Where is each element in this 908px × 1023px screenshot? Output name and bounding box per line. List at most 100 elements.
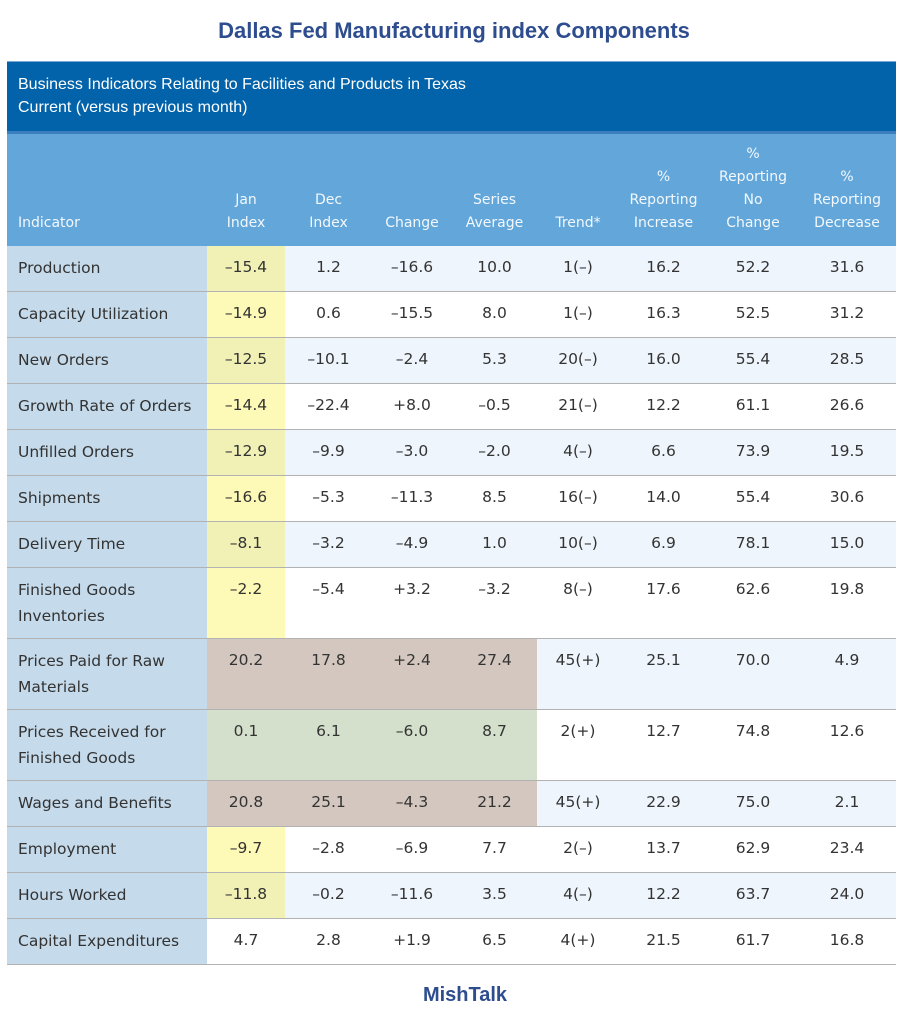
column-header-line: %	[656, 168, 671, 185]
column-header-line: Change	[385, 214, 439, 231]
column-header-line: Change	[726, 214, 780, 231]
value-cell: 17.6	[619, 567, 708, 639]
caption-line-1: Business Indicators Relating to Faciliti…	[18, 76, 466, 93]
value-cell: –16.6	[207, 475, 285, 522]
table-row: New Orders –12.5 –10.1 –2.4 5.3 20(–) 16.0 55.4…	[7, 337, 896, 384]
column-header-line: Series	[472, 191, 517, 208]
value-cell: +3.2	[372, 567, 452, 639]
value-cell: 1(–)	[537, 245, 619, 292]
value-cell: 24.0	[798, 872, 896, 919]
indicator-cell: Employment	[7, 826, 207, 873]
value-cell: 70.0	[708, 638, 798, 710]
value-cell: 7.7	[452, 826, 537, 873]
value-cell: –12.9	[207, 429, 285, 476]
value-cell: 12.7	[619, 709, 708, 781]
indicator-cell: Unfilled Orders	[7, 429, 207, 476]
indicator-label: Wages and Benefits	[18, 794, 172, 812]
value-cell: 21.2	[452, 780, 537, 827]
value-cell: 31.6	[798, 245, 896, 292]
value-cell: 26.6	[798, 383, 896, 430]
table-row: Wages and Benefits 20.8 25.1 –4.3 21.2 45(+) 2…	[7, 780, 896, 827]
value-cell: 6.9	[619, 521, 708, 568]
value-cell: 45(+)	[537, 780, 619, 827]
value-cell: –9.9	[285, 429, 372, 476]
value-cell: 6.1	[285, 709, 372, 781]
column-header-line: Index	[226, 214, 266, 231]
column-header-line: Trend*	[555, 214, 601, 231]
value-cell: 61.1	[708, 383, 798, 430]
column-header: Change	[372, 132, 452, 246]
value-cell: 8.0	[452, 291, 537, 338]
value-cell: 0.1	[207, 709, 285, 781]
column-header: Indicator	[7, 132, 207, 246]
value-cell: –8.1	[207, 521, 285, 568]
value-cell: 13.7	[619, 826, 708, 873]
value-cell: 4(–)	[537, 429, 619, 476]
indicator-label: Finished Goods	[18, 581, 136, 599]
value-cell: 78.1	[708, 521, 798, 568]
table-header: Indicator Jan Index Dec Index Change Series Ave…	[7, 132, 896, 246]
value-cell: 12.2	[619, 872, 708, 919]
value-cell: 28.5	[798, 337, 896, 384]
value-cell: 63.7	[708, 872, 798, 919]
column-header-line: %	[840, 168, 854, 185]
value-cell: 0.6	[285, 291, 372, 338]
value-cell: –5.3	[285, 475, 372, 522]
value-cell: –6.9	[372, 826, 452, 873]
value-cell: 20.8	[207, 780, 285, 827]
column-header-line: Jan	[235, 191, 257, 208]
column-header-line: No	[743, 191, 763, 208]
value-cell: 62.9	[708, 826, 798, 873]
indicators-table: Business Indicators Relating to Faciliti…	[7, 61, 896, 965]
value-cell: –9.7	[207, 826, 285, 873]
column-header-line: Index	[309, 214, 348, 231]
value-cell: 21(–)	[537, 383, 619, 430]
column-header-line: Average	[465, 214, 524, 231]
value-cell: 17.8	[285, 638, 372, 710]
value-cell: 12.6	[798, 709, 896, 781]
value-cell: –11.6	[372, 872, 452, 919]
value-cell: 73.9	[708, 429, 798, 476]
value-cell: 2.8	[285, 918, 372, 965]
value-cell: –2.4	[372, 337, 452, 384]
value-cell: 45(+)	[537, 638, 619, 710]
indicator-label: Employment	[18, 840, 117, 858]
value-cell: 52.2	[708, 245, 798, 292]
indicator-label: Prices Paid for Raw	[18, 652, 165, 670]
value-cell: –15.4	[207, 245, 285, 292]
value-cell: 1.2	[285, 245, 372, 292]
value-cell: –2.2	[207, 567, 285, 639]
value-cell: +8.0	[372, 383, 452, 430]
indicator-label: Shipments	[18, 489, 101, 507]
value-cell: 31.2	[798, 291, 896, 338]
value-cell: 62.6	[708, 567, 798, 639]
value-cell: 19.8	[798, 567, 896, 639]
indicator-label: Prices Received for	[18, 723, 166, 741]
value-cell: –3.2	[452, 567, 537, 639]
value-cell: 14.0	[619, 475, 708, 522]
value-cell: 4.7	[207, 918, 285, 965]
value-cell: –14.4	[207, 383, 285, 430]
value-cell: 25.1	[285, 780, 372, 827]
value-cell: 16.3	[619, 291, 708, 338]
indicator-cell: Production	[7, 245, 207, 292]
indicator-cell: New Orders	[7, 337, 207, 384]
indicator-label: Inventories	[18, 607, 105, 625]
value-cell: 10.0	[452, 245, 537, 292]
column-header-line: Reporting	[629, 191, 698, 208]
column-header: Trend*	[537, 132, 619, 246]
value-cell: 5.3	[452, 337, 537, 384]
column-header-line: Decrease	[814, 214, 880, 231]
value-cell: 1.0	[452, 521, 537, 568]
table-body: Production –15.4 1.2 –16.6 10.0 1(–) 16.2 52.2 3…	[7, 245, 896, 965]
indicator-cell: Capital Expenditures	[7, 918, 207, 965]
indicator-cell: Hours Worked	[7, 872, 207, 919]
value-cell: –11.3	[372, 475, 452, 522]
value-cell: +2.4	[372, 638, 452, 710]
table-row: Capital Expenditures 4.7 2.8 +1.9 6.5 4(+) 21.…	[7, 918, 896, 965]
value-cell: 3.5	[452, 872, 537, 919]
value-cell: 15.0	[798, 521, 896, 568]
table-row: Unfilled Orders –12.9 –9.9 –3.0 –2.0 4(–) 6.6 7…	[7, 429, 896, 476]
column-header-line: Reporting	[718, 168, 788, 185]
table-row: Prices Received for Finished Goods 0.1 6.1–…	[7, 709, 896, 781]
